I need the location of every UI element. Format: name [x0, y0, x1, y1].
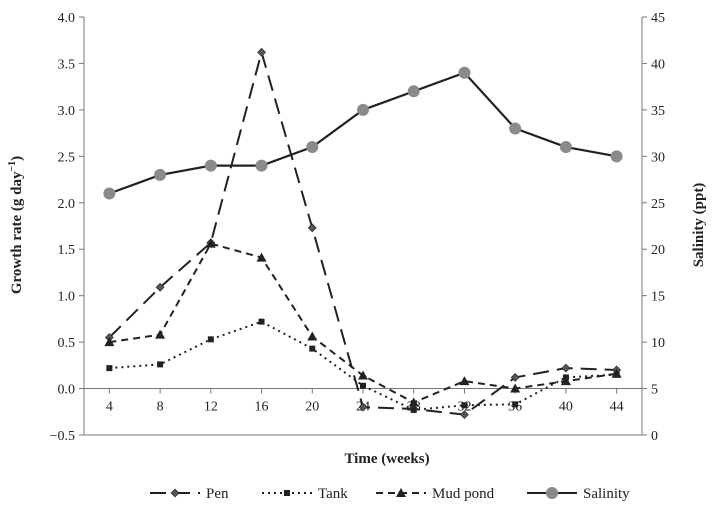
x-tick-label: 16	[255, 400, 269, 415]
mud-pond-point	[510, 383, 521, 393]
y-left-tick-label: 3.5	[58, 57, 76, 72]
tank-point	[410, 406, 417, 413]
y-left-tick-label: 0.0	[58, 383, 76, 398]
salinity-point	[255, 159, 268, 172]
legend-swatch-marker	[284, 490, 290, 496]
y-left-tick-label: 1.0	[58, 290, 76, 305]
y-right-tick-label: 20	[651, 243, 665, 258]
salinity-point	[458, 66, 471, 79]
salinity-point	[103, 187, 116, 200]
y-right-tick-label: 40	[651, 57, 665, 72]
y-axis-left-title: Growth rate (g day−1)	[7, 156, 25, 294]
x-tick-label: 12	[204, 400, 218, 415]
y-left-tick-label: 4.0	[58, 11, 76, 26]
tank-point	[258, 318, 265, 325]
legend-label: Pen	[206, 486, 229, 502]
salinity-point	[204, 159, 217, 172]
legend-label: Tank	[318, 486, 348, 502]
legend-swatch-marker	[170, 488, 180, 498]
legend-item-salinity: Salinity	[527, 486, 630, 502]
mud-pond-series	[104, 238, 622, 407]
salinity-point	[559, 141, 572, 154]
legend-swatch-marker	[546, 487, 558, 499]
pen-point	[257, 47, 266, 57]
legend-item-tank: Tank	[262, 486, 348, 502]
salinity-series	[103, 66, 623, 200]
legend-item-pen: Pen	[150, 486, 229, 502]
pen-point	[307, 223, 317, 233]
mud-pond-point	[459, 376, 470, 386]
legend-label: Mud pond	[432, 486, 495, 502]
tank-line	[109, 320, 617, 411]
tank-point	[106, 365, 113, 372]
y-right-tick-label: 0	[651, 429, 658, 444]
salinity-point	[610, 150, 623, 163]
x-tick-label: 20	[305, 400, 319, 415]
legend-swatch-marker	[396, 488, 406, 497]
y-right-tick-label: 15	[651, 290, 665, 305]
y-right-tick-label: 5	[651, 383, 658, 398]
legend-label: Salinity	[583, 486, 630, 502]
y-left-tick-label: 1.5	[58, 243, 76, 258]
x-tick-label: 40	[559, 400, 573, 415]
x-tick-label: 4	[106, 400, 113, 415]
series-group	[103, 47, 623, 419]
tank-point	[309, 345, 316, 352]
x-tick-label: 8	[157, 400, 164, 415]
mud-pond-point	[256, 252, 267, 262]
y-right-tick-label: 25	[651, 197, 665, 212]
salinity-point	[154, 168, 167, 181]
salinity-point	[357, 103, 369, 116]
mud-pond-point	[611, 368, 622, 378]
tank-point	[461, 402, 468, 409]
pen-point	[561, 363, 571, 373]
mud-pond-point	[205, 238, 216, 248]
x-tick-label: 44	[610, 400, 624, 415]
y-axis-right-title: Salinity (ppt)	[691, 183, 707, 268]
mud-pond-point	[408, 397, 419, 407]
salinity-point	[306, 141, 319, 154]
pen-point	[358, 402, 368, 412]
legend-item-mud-pond: Mud pond	[376, 486, 495, 502]
salinity-line	[108, 71, 617, 195]
axes	[79, 16, 647, 436]
tick-labels: −0.5 0.0 0.5 1.0 1.5 2.0 2.5 3.0 3.5 4.0 0 5 10 15 20 2…	[50, 11, 665, 444]
mud-pond-point	[155, 329, 166, 339]
y-left-tick-label: 3.0	[58, 104, 76, 119]
tank-point	[157, 361, 164, 368]
pen-point	[155, 282, 165, 292]
pen-point	[510, 372, 520, 382]
y-left-tick-label: −0.5	[50, 429, 75, 444]
y-left-tick-label: 2.5	[58, 150, 76, 165]
pen-series	[104, 47, 622, 419]
mud-pond-point	[104, 337, 115, 347]
y-right-tick-label: 30	[651, 150, 665, 165]
y-left-tick-label: 2.0	[58, 197, 76, 212]
x-axis-title: Time (weeks)	[344, 451, 429, 467]
y-right-tick-label: 10	[651, 336, 665, 351]
y-right-tick-label: 35	[651, 104, 665, 119]
legend: Pen Tank Mud pond Salinity	[150, 486, 630, 502]
y-left-tick-label: 0.5	[58, 336, 76, 351]
tank-point	[207, 336, 214, 343]
mud-pond-point	[560, 376, 571, 386]
mud-pond-point	[307, 331, 318, 341]
salinity-point	[407, 85, 420, 98]
pen-point	[460, 410, 469, 419]
tank-point	[512, 401, 519, 408]
salinity-point	[509, 122, 522, 135]
y-right-tick-label: 45	[651, 11, 665, 26]
mud-pond-point	[358, 370, 368, 380]
tank-point	[360, 382, 366, 389]
